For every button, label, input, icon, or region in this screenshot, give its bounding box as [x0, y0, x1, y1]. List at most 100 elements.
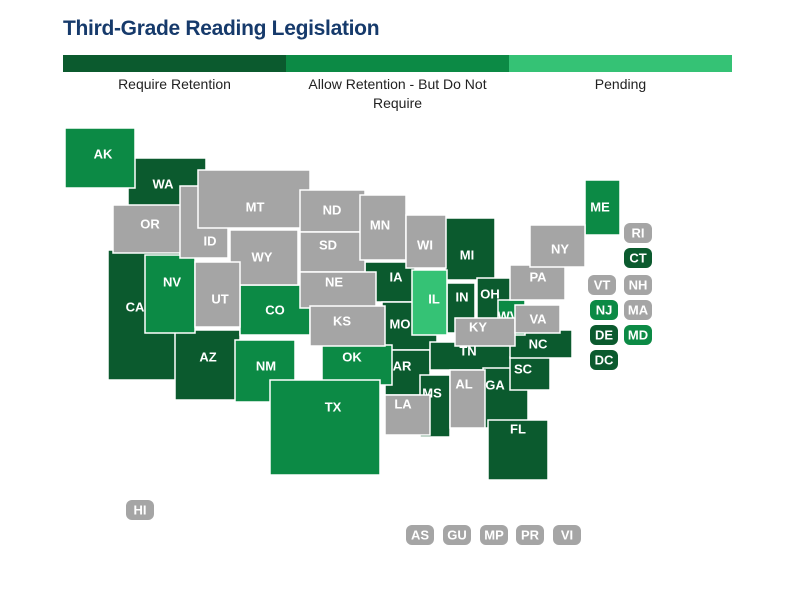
state-label: OH	[480, 286, 500, 301]
state	[229, 229, 299, 286]
state	[584, 179, 621, 236]
state	[309, 305, 386, 347]
title: Third-Grade Reading Legislation	[63, 17, 380, 40]
state-label: OR	[140, 216, 160, 231]
state-label: AK	[94, 146, 113, 161]
state-label: DE	[595, 327, 613, 342]
state-label: RI	[632, 225, 645, 240]
state	[269, 379, 381, 476]
legend-item: Pending	[509, 55, 732, 113]
state-label: AZ	[199, 349, 216, 364]
state-label: SC	[514, 361, 533, 376]
state-badge	[406, 525, 434, 545]
legend-swatch	[63, 55, 286, 72]
state-label: DC	[595, 352, 614, 367]
state-label: MP	[484, 527, 504, 542]
state-label: PA	[529, 269, 547, 284]
state-label: GA	[485, 377, 505, 392]
state-label: OK	[342, 349, 362, 364]
state-label: PR	[521, 527, 540, 542]
state-badge	[588, 275, 616, 295]
state-label: NH	[629, 277, 648, 292]
state-label: AR	[393, 358, 412, 373]
state-badge	[590, 350, 618, 370]
state-label: NE	[325, 274, 343, 289]
state-label: VI	[561, 527, 573, 542]
state-label: FL	[510, 421, 526, 436]
state-badge	[590, 325, 618, 345]
state-label: NY	[551, 241, 569, 256]
state-label: KY	[469, 319, 487, 334]
state-label: MA	[628, 302, 649, 317]
legend-label: Require Retention	[118, 76, 231, 92]
state-label: NM	[256, 358, 276, 373]
state	[194, 261, 241, 328]
state	[405, 214, 447, 269]
state-badge	[443, 525, 471, 545]
state-badge	[480, 525, 508, 545]
state-label: TN	[459, 343, 476, 358]
state	[449, 369, 486, 429]
legend-item: Require Retention	[63, 55, 286, 113]
state	[299, 271, 377, 309]
state	[509, 329, 573, 359]
state-label: UT	[211, 291, 228, 306]
state-label: WI	[417, 237, 433, 252]
legend-label: Pending	[594, 76, 647, 92]
state	[444, 217, 496, 281]
state-label: CA	[126, 299, 145, 314]
state-label: HI	[134, 502, 147, 517]
state-label: CT	[629, 250, 646, 265]
state-badge	[516, 525, 544, 545]
state-badge	[590, 300, 618, 320]
state	[529, 224, 586, 268]
legend-item: Allow Retention - But Do Not Require	[286, 55, 509, 113]
state-label: SD	[319, 237, 337, 252]
state-badge	[624, 325, 652, 345]
state	[239, 284, 311, 336]
state-label: ND	[323, 202, 342, 217]
state	[174, 329, 241, 401]
legend-swatch	[286, 55, 509, 72]
state-label: WY	[252, 249, 273, 264]
state	[359, 194, 407, 261]
state-label: WA	[153, 176, 175, 191]
state-badge	[624, 275, 652, 295]
state-label: AS	[411, 527, 429, 542]
state-label: IN	[456, 289, 469, 304]
state	[144, 254, 196, 334]
legend: Require Retention Allow Retention - But D…	[63, 55, 732, 113]
state	[197, 169, 311, 229]
state	[514, 304, 561, 334]
state	[411, 269, 448, 336]
state-label: NC	[529, 336, 548, 351]
state-label: ID	[204, 233, 217, 248]
state-label: IA	[390, 269, 404, 284]
state-label: IL	[428, 291, 440, 306]
state-label: AL	[455, 376, 472, 391]
state-badge	[624, 248, 652, 268]
state-badge	[624, 300, 652, 320]
state-label: NV	[163, 274, 181, 289]
state-label: NJ	[596, 302, 613, 317]
state-label: MD	[628, 327, 648, 342]
state-label: VA	[529, 311, 547, 326]
state	[321, 344, 393, 386]
state-label: MI	[460, 247, 474, 262]
legend-swatch	[509, 55, 732, 72]
state	[509, 356, 551, 391]
state-label: CO	[265, 302, 285, 317]
state-badge	[126, 500, 154, 520]
state-label: MT	[246, 199, 265, 214]
state-label: LA	[394, 396, 412, 411]
state-badge	[553, 525, 581, 545]
legend-label: Allow Retention - But Do Not Require	[308, 76, 487, 111]
state-label: ME	[590, 199, 610, 214]
state-label: VT	[594, 277, 611, 292]
state-label: KS	[333, 313, 351, 328]
state-badge	[624, 223, 652, 243]
state	[112, 204, 186, 254]
state-label: TX	[325, 399, 342, 414]
